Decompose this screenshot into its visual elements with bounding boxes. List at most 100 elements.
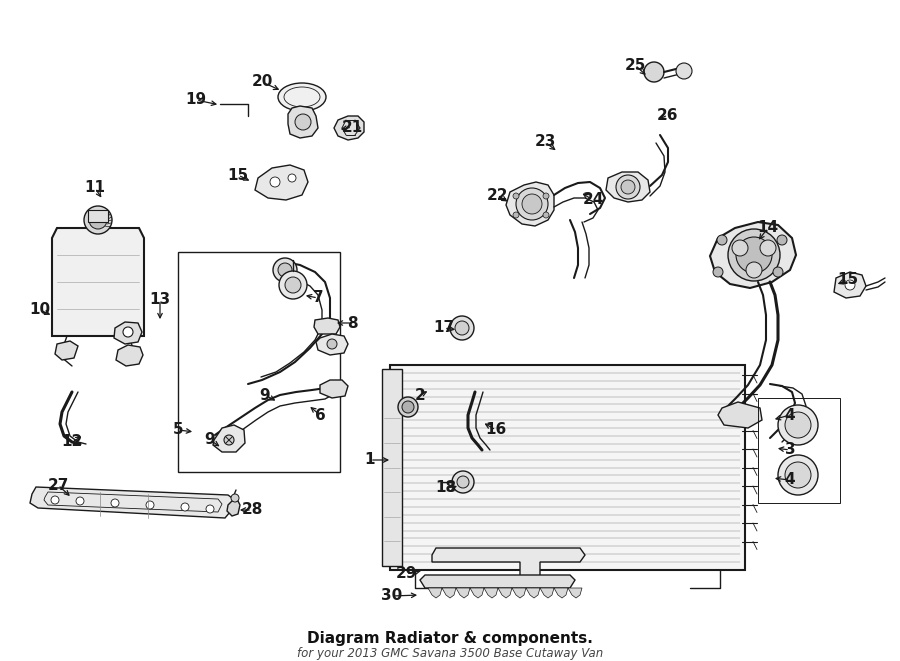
Polygon shape [526, 588, 540, 598]
Text: 6: 6 [315, 407, 326, 422]
Circle shape [51, 496, 59, 504]
Text: 27: 27 [48, 477, 68, 492]
Text: 30: 30 [382, 588, 402, 603]
Circle shape [760, 240, 776, 256]
Text: 19: 19 [185, 93, 207, 108]
Circle shape [717, 235, 727, 245]
Circle shape [206, 505, 214, 513]
Polygon shape [320, 380, 348, 398]
Text: 2: 2 [415, 387, 426, 403]
Polygon shape [442, 588, 456, 598]
Bar [382, 369, 402, 566]
Polygon shape [554, 588, 568, 598]
Circle shape [181, 503, 189, 511]
Circle shape [279, 271, 307, 299]
Text: 1: 1 [364, 453, 375, 467]
Text: 23: 23 [535, 134, 555, 149]
Polygon shape [116, 345, 143, 366]
Text: 12: 12 [61, 434, 83, 449]
Circle shape [543, 193, 549, 199]
Circle shape [778, 455, 818, 495]
Circle shape [327, 339, 337, 349]
Text: 14: 14 [758, 221, 778, 235]
Text: for your 2013 GMC Savana 3500 Base Cutaway Van: for your 2013 GMC Savana 3500 Base Cutaw… [297, 646, 603, 660]
Text: 11: 11 [85, 180, 105, 196]
Circle shape [452, 471, 474, 493]
Text: 9: 9 [260, 387, 270, 403]
Polygon shape [316, 334, 348, 355]
Text: 4: 4 [785, 407, 796, 422]
Text: 16: 16 [485, 422, 507, 438]
Circle shape [455, 321, 469, 335]
Polygon shape [227, 501, 240, 516]
Circle shape [146, 501, 154, 509]
Polygon shape [512, 588, 526, 598]
Circle shape [231, 494, 239, 502]
Polygon shape [456, 588, 470, 598]
Ellipse shape [278, 83, 326, 111]
Polygon shape [606, 172, 650, 202]
Polygon shape [114, 322, 142, 344]
Polygon shape [52, 228, 144, 336]
Bar [178, 252, 340, 472]
Text: 24: 24 [582, 192, 604, 208]
Bar [88, 210, 108, 222]
Text: 8: 8 [346, 315, 357, 330]
Circle shape [450, 316, 474, 340]
Circle shape [616, 175, 640, 199]
Circle shape [288, 174, 296, 182]
Circle shape [89, 211, 107, 229]
Circle shape [773, 267, 783, 277]
Text: 21: 21 [341, 120, 363, 134]
Circle shape [736, 237, 772, 273]
Polygon shape [710, 222, 796, 288]
Circle shape [84, 206, 112, 234]
Circle shape [785, 462, 811, 488]
Text: 9: 9 [204, 432, 215, 447]
Polygon shape [55, 341, 78, 360]
Polygon shape [255, 165, 308, 200]
Bar [390, 365, 745, 570]
Text: 25: 25 [625, 58, 645, 73]
Circle shape [278, 263, 292, 277]
Polygon shape [470, 588, 484, 598]
Text: 22: 22 [486, 188, 508, 202]
Text: 3: 3 [785, 442, 796, 457]
Circle shape [273, 258, 297, 282]
Circle shape [76, 497, 84, 505]
Circle shape [402, 401, 414, 413]
Text: 26: 26 [657, 108, 679, 122]
Polygon shape [498, 588, 512, 598]
Text: 29: 29 [395, 566, 417, 582]
Text: 20: 20 [251, 75, 273, 89]
Polygon shape [834, 272, 866, 298]
Polygon shape [314, 318, 340, 334]
Text: 4: 4 [785, 473, 796, 488]
Polygon shape [288, 106, 318, 138]
Circle shape [398, 397, 418, 417]
Text: 13: 13 [149, 293, 171, 307]
Circle shape [777, 235, 787, 245]
Polygon shape [334, 116, 364, 140]
Text: 28: 28 [241, 502, 263, 518]
Text: 7: 7 [312, 290, 323, 305]
Circle shape [543, 212, 549, 218]
Polygon shape [420, 575, 575, 588]
Bar [758, 398, 840, 503]
Text: 5: 5 [173, 422, 184, 438]
Polygon shape [432, 548, 585, 582]
Circle shape [728, 229, 780, 281]
Text: 10: 10 [30, 303, 50, 317]
Circle shape [513, 193, 519, 199]
Circle shape [285, 277, 301, 293]
Text: Diagram Radiator & components.: Diagram Radiator & components. [307, 631, 593, 646]
Circle shape [621, 180, 635, 194]
Circle shape [778, 405, 818, 445]
Polygon shape [484, 588, 498, 598]
Text: 15: 15 [837, 272, 859, 288]
Polygon shape [540, 588, 554, 598]
Circle shape [644, 62, 664, 82]
Polygon shape [213, 425, 245, 452]
Circle shape [676, 63, 692, 79]
Circle shape [224, 435, 234, 445]
